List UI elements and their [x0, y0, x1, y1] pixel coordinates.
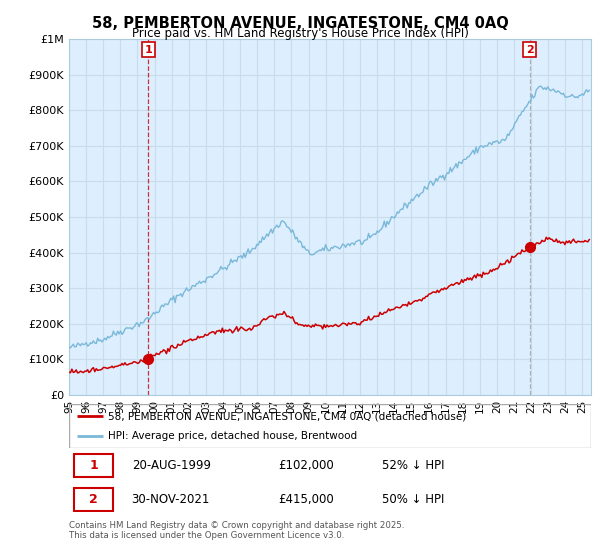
Text: Contains HM Land Registry data © Crown copyright and database right 2025.
This d: Contains HM Land Registry data © Crown c… [69, 521, 404, 540]
Text: HPI: Average price, detached house, Brentwood: HPI: Average price, detached house, Bren… [108, 431, 357, 441]
Text: 52% ↓ HPI: 52% ↓ HPI [382, 459, 445, 472]
Text: £415,000: £415,000 [278, 493, 334, 506]
Text: £102,000: £102,000 [278, 459, 334, 472]
Text: 30-NOV-2021: 30-NOV-2021 [131, 493, 210, 506]
Text: 1: 1 [145, 45, 152, 54]
Text: 2: 2 [89, 493, 98, 506]
Text: 2: 2 [526, 45, 533, 54]
Text: 1: 1 [89, 459, 98, 472]
Text: 58, PEMBERTON AVENUE, INGATESTONE, CM4 0AQ: 58, PEMBERTON AVENUE, INGATESTONE, CM4 0… [92, 16, 508, 31]
Text: 58, PEMBERTON AVENUE, INGATESTONE, CM4 0AQ (detached house): 58, PEMBERTON AVENUE, INGATESTONE, CM4 0… [108, 411, 466, 421]
Text: Price paid vs. HM Land Registry's House Price Index (HPI): Price paid vs. HM Land Registry's House … [131, 27, 469, 40]
Text: 50% ↓ HPI: 50% ↓ HPI [382, 493, 445, 506]
Bar [74, 454, 113, 477]
Bar [74, 488, 113, 511]
Text: 20-AUG-1999: 20-AUG-1999 [131, 459, 211, 472]
